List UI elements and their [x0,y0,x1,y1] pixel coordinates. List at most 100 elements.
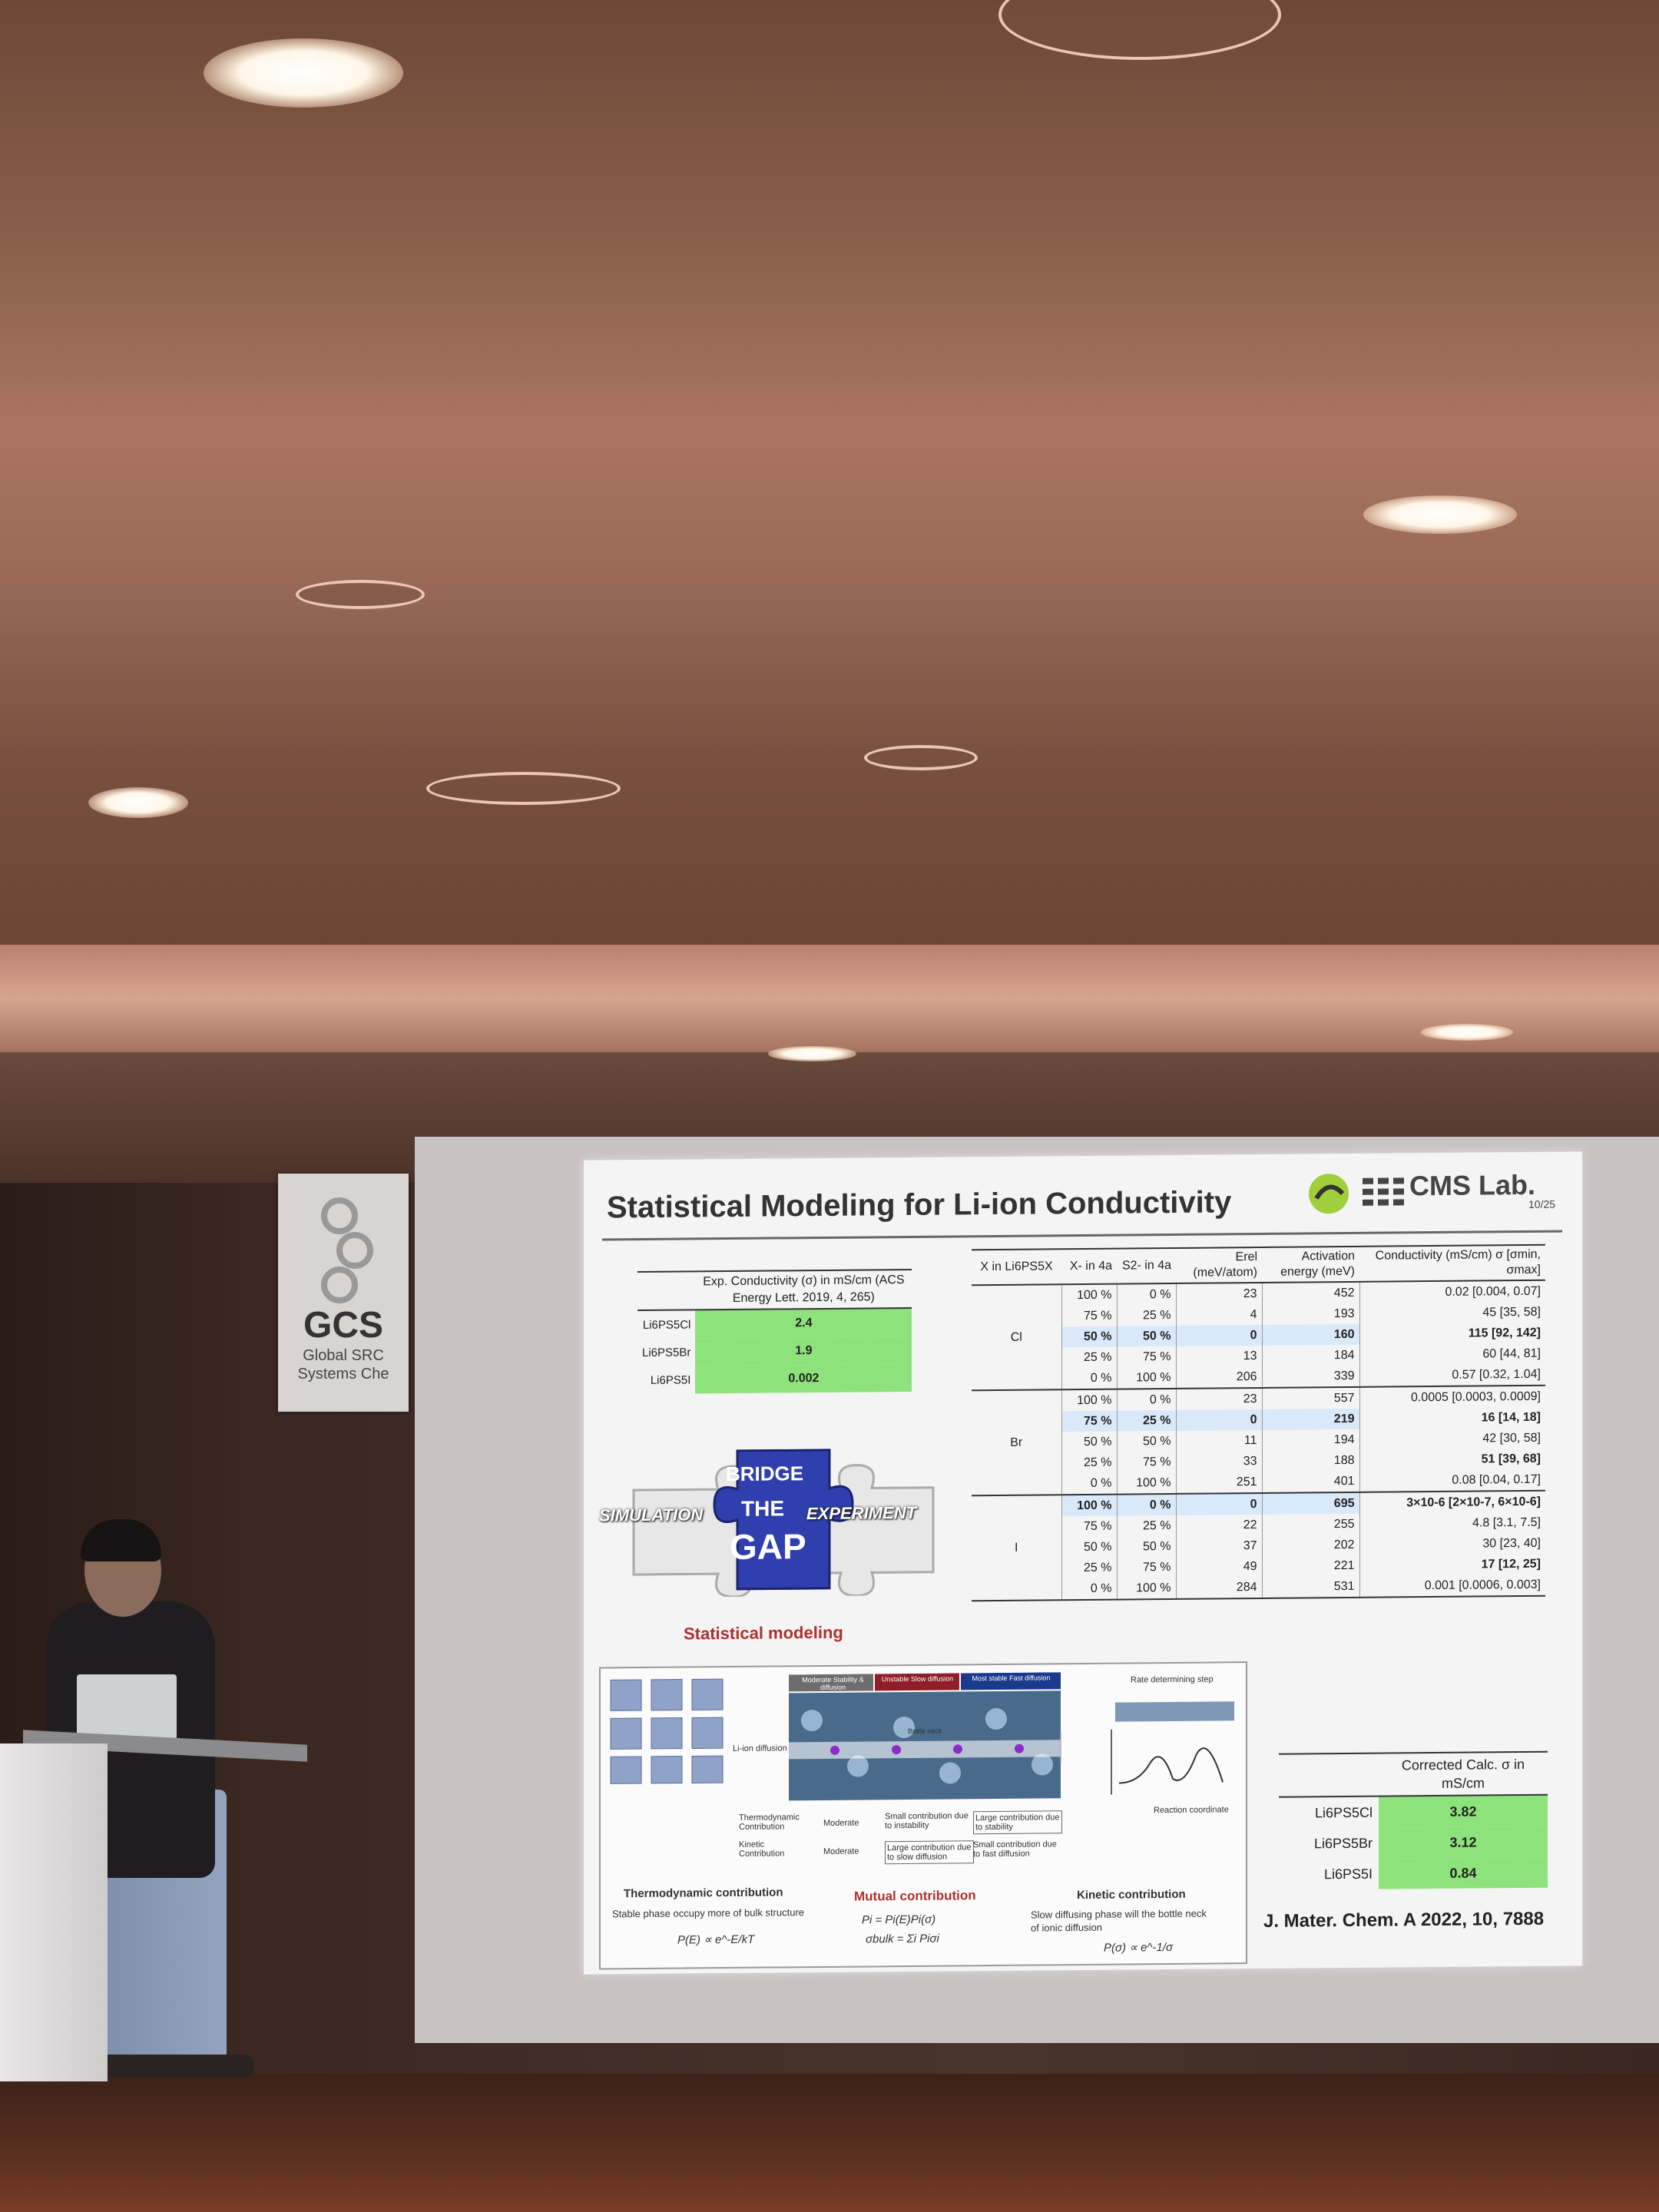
kinetic-desc-1: Slow diffusing phase will the bottle nec… [1031,1907,1207,1921]
table-cell: 60 [44, 81] [1482,1346,1541,1360]
table-cell: 202 [1262,1534,1359,1556]
table-cell: 100 % [1117,1577,1176,1600]
mutual-label: Mutual contribution [854,1888,976,1904]
table-cell: 4 [1176,1303,1262,1326]
table-cell: 100 % [1061,1389,1117,1412]
table-cell: 0.02 [0.004, 0.07] [1445,1284,1541,1299]
group-label [972,1473,1061,1496]
small-fast-note: Small contribution due to fast diffusion [973,1839,1057,1859]
table-cell: 50 % [1117,1535,1176,1558]
table-cell: 194 [1262,1429,1359,1451]
ceiling-vent [426,772,621,805]
table-cell: 50 % [1117,1430,1176,1452]
energy-profile-icon [1111,1701,1234,1795]
banner-title: GCS [303,1305,383,1346]
soffit-light [1421,1024,1513,1041]
group-label: Cl [972,1326,1061,1349]
table-cell: 160 [1262,1323,1359,1346]
table-cell: 22 [1176,1514,1262,1536]
table-cell: 184 [1262,1344,1359,1366]
moderate-header: Moderate Stability & diffusion [802,1675,864,1691]
banner-subtitle: Global SRC [303,1347,384,1364]
cms-logo-text: CMS Lab. [1409,1168,1536,1202]
gcs-banner: GCS Global SRC Systems Che [278,1174,409,1412]
puzzle-the-label: THE [741,1496,784,1521]
group-label [972,1452,1061,1475]
puzzle-bridge-label: BRIDGE [726,1462,804,1486]
table-cell: 221 [1262,1555,1359,1577]
col-header: X in Li6PS5X [972,1249,1061,1286]
table-cell: 23 [1176,1282,1262,1305]
table-cell: 30 [23, 40] [1482,1536,1541,1550]
group-label [972,1368,1061,1391]
thermodynamic-equation: P(E) ∝ e^-E/kT [677,1932,755,1947]
table-cell: 0 % [1117,1283,1176,1306]
table-cell: 23 [1176,1387,1262,1410]
group-label: I [972,1537,1061,1559]
corr-row-label: Li6PS5I [1323,1866,1373,1882]
thermodynamic-desc: Stable phase occupy more of bulk structu… [612,1906,805,1920]
kinetic-desc-2: of ionic diffusion [1031,1921,1102,1934]
table-cell: 25 % [1117,1304,1176,1326]
speaker-shoes [100,2055,253,2078]
statistical-modeling-label: Statistical modeling [684,1622,843,1644]
table-cell: 13 [1176,1345,1262,1367]
col-header: Conductivity (mS/cm) σ [σmin, σmax] [1359,1244,1545,1282]
table-cell: 42 [30, 58] [1482,1431,1541,1445]
col-header: Erel (meV/atom) [1176,1247,1262,1283]
table-cell: 16 [14, 18] [1481,1410,1541,1424]
ceiling-light [88,787,188,818]
group-label [972,1284,1061,1307]
table-cell: 0 % [1061,1578,1117,1601]
col-header: X- in 4a [1061,1248,1117,1285]
thermo-contribution-label: Thermodynamic Contribution [739,1813,800,1832]
table-cell: 0.57 [0.32, 1.04] [1452,1367,1541,1382]
table-cell: 0 [1176,1324,1262,1346]
li-ion-diffusion-label: Li-ion diffusion [733,1743,787,1753]
table-cell: 401 [1262,1470,1359,1493]
table-cell: 557 [1262,1386,1359,1409]
banner-logo-icon [321,1197,373,1303]
cms-logo-dots-icon [1363,1177,1404,1206]
thermodynamic-label: Thermodynamic contribution [624,1886,783,1901]
corr-row-value: 3.12 [1379,1826,1548,1859]
table-cell: 25 % [1061,1452,1117,1474]
table-cell: 51 [39, 68] [1481,1452,1541,1465]
group-label: Br [972,1432,1061,1454]
stable-header: Most stable Fast diffusion [972,1674,1051,1683]
table-cell: 25 % [1117,1409,1176,1432]
laptop [77,1674,177,1740]
banner-subtitle: Systems Che [297,1366,389,1382]
exp-row-label: Li6PS5Cl [642,1317,691,1332]
table-cell: 206 [1176,1366,1262,1389]
puzzle-gap-label: GAP [730,1526,806,1568]
ceiling-soffit [0,945,1659,1052]
puzzle-simulation-label: SIMULATION [599,1505,704,1525]
moderate-thermo: Moderate [823,1818,859,1828]
presentation-slide: Statistical Modeling for Li-ion Conducti… [584,1151,1582,1975]
table-cell: 50 % [1061,1536,1117,1558]
table-cell: 4.8 [3.1, 7.5] [1472,1515,1541,1530]
moderate-kinetic: Moderate [823,1846,859,1856]
corr-row-value: 0.84 [1379,1856,1548,1889]
crystal-structures-icon [610,1678,724,1784]
group-label [972,1306,1061,1328]
table-cell: 695 [1262,1492,1359,1515]
table-cell: 115 [92, 142] [1468,1326,1541,1340]
corr-table-header: Corrected Calc. σ in mS/cm [1379,1751,1548,1796]
table-cell: 284 [1176,1576,1262,1599]
group-label [972,1558,1061,1580]
bridge-the-gap-puzzle-icon [632,1449,935,1598]
bottle-neck-label: Bottle neck [908,1727,942,1735]
group-label [972,1516,1061,1538]
table-cell: 25 % [1117,1515,1176,1537]
corr-row-label: Li6PS5Br [1313,1835,1373,1851]
table-cell: 75 % [1117,1346,1176,1368]
table-cell: 33 [1176,1450,1262,1472]
table-cell: 75 % [1061,1305,1117,1327]
group-label [972,1347,1061,1369]
table-cell: 49 [1176,1555,1262,1578]
large-slow-note: Large contribution due to slow diffusion [885,1840,974,1865]
table-cell: 0 [1176,1409,1262,1431]
table-cell: 531 [1262,1575,1359,1598]
